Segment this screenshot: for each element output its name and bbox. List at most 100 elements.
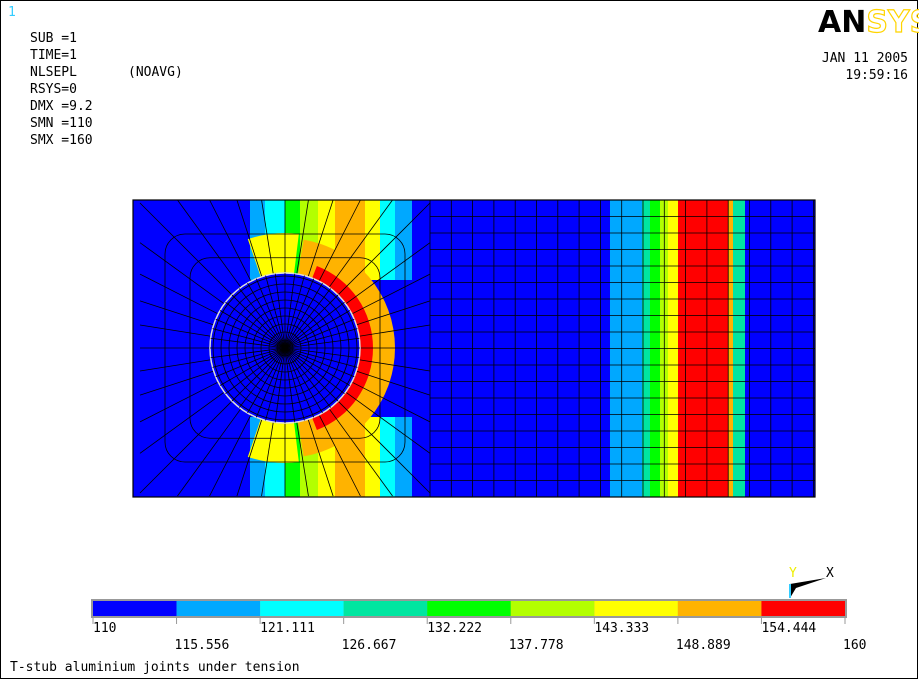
triad-x: X (826, 566, 834, 581)
mesh-line (318, 414, 361, 497)
mesh-line (284, 347, 331, 408)
logo-bold: AN (818, 5, 866, 40)
mesh-line (284, 347, 345, 394)
legend-label: 126.667 (342, 638, 397, 653)
mesh-line (328, 199, 393, 288)
plate-outline (132, 199, 816, 498)
mesh-line (351, 273, 431, 315)
mesh-line (284, 288, 331, 349)
mesh-line (356, 370, 431, 396)
contour-band (380, 200, 395, 280)
logo: ANSYS (818, 5, 919, 40)
mesh-line (231, 294, 286, 349)
mesh-line (359, 324, 431, 337)
mesh-line (164, 233, 406, 463)
mesh-line (284, 328, 358, 349)
legend-label: 115.556 (175, 638, 230, 653)
mesh-line (296, 422, 309, 497)
mesh-line (209, 414, 252, 497)
mesh-line (284, 347, 315, 418)
legend-swatch (176, 601, 261, 616)
caption: T-stub aluminium joints under tension (10, 660, 300, 675)
mesh-line (261, 199, 274, 274)
contour-band (395, 200, 412, 280)
legend-label: 154.444 (761, 621, 816, 636)
mesh-line (247, 347, 286, 414)
mesh-line (139, 391, 225, 454)
legend-label: 160 (843, 638, 866, 653)
mesh-line (284, 282, 323, 349)
mesh-line (345, 391, 431, 454)
mesh-line (212, 328, 286, 349)
mesh-line (239, 347, 286, 408)
triad-glyph (790, 578, 826, 598)
mesh-line (209, 199, 252, 282)
mesh-line (328, 408, 393, 497)
mesh-line (307, 419, 334, 497)
mesh-line (261, 422, 274, 497)
mesh-line (236, 199, 263, 277)
mesh-line (219, 310, 286, 349)
contour-band (310, 265, 373, 431)
mesh-line (284, 347, 339, 402)
info-line: NLSEPL (30, 65, 77, 80)
legend-swatch (761, 601, 845, 616)
legend-swatch (594, 601, 678, 616)
time: 19:59:16 (845, 68, 908, 83)
mesh-line (212, 347, 286, 368)
mesh-line (284, 294, 339, 349)
mesh-line (215, 318, 286, 349)
info-line: TIME=1 (30, 48, 77, 63)
legend-label: 137.778 (509, 638, 564, 653)
mesh-line (239, 288, 286, 349)
mesh-line (139, 400, 233, 494)
mesh-line (139, 370, 214, 396)
logo-outline: SYS (866, 5, 919, 40)
info-line: SMX =160 (30, 133, 93, 148)
mesh-line (284, 347, 323, 414)
info-line: (NOAVG) (128, 65, 183, 80)
mesh-line (284, 310, 351, 349)
legend-swatch (510, 601, 595, 616)
legend-swatch (260, 601, 344, 616)
mesh-line (337, 400, 431, 494)
legend-swatch (343, 601, 428, 616)
mesh-line (284, 302, 345, 349)
triad: Y X (789, 566, 834, 598)
mesh-line (284, 278, 315, 349)
mesh-line (284, 347, 351, 386)
contour-band (380, 417, 395, 497)
info-line: DMX =9.2 (30, 99, 93, 114)
mesh-line (210, 347, 286, 359)
mesh-line (215, 347, 286, 378)
mesh-line (337, 202, 431, 296)
mesh-line (318, 199, 361, 282)
legend-label: 148.889 (676, 638, 731, 653)
mesh-line (284, 347, 296, 423)
legend-label: 143.333 (594, 621, 649, 636)
info-line: SUB =1 (30, 31, 77, 46)
mesh-line (274, 347, 286, 423)
mesh-line (284, 318, 355, 349)
info-line: SMN =110 (30, 116, 93, 131)
mesh-line (139, 324, 211, 337)
mesh-line (307, 199, 334, 277)
mesh-line (284, 275, 305, 349)
contour-band (296, 239, 396, 457)
mesh-line (359, 359, 431, 372)
mesh-line (345, 242, 431, 305)
mesh-line (139, 381, 219, 423)
window-number: 1 (8, 5, 16, 20)
mesh-line (284, 347, 360, 359)
mesh-line (356, 300, 431, 326)
mesh-line (296, 199, 309, 274)
mesh-line (139, 300, 214, 326)
contour-band (365, 417, 380, 497)
legend-swatch (427, 601, 511, 616)
mesh-line (139, 359, 211, 372)
mesh-line (225, 347, 286, 394)
mesh-line (284, 273, 296, 349)
mesh-line (255, 347, 286, 418)
mesh-line (265, 347, 286, 421)
